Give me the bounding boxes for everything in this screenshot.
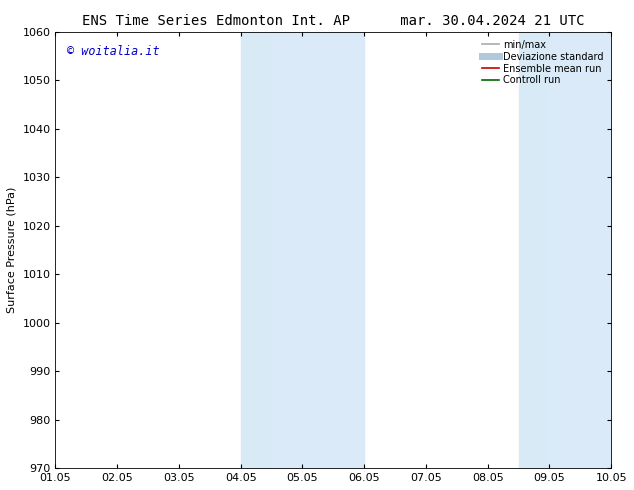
Bar xyxy=(519,32,550,468)
Text: © woitalia.it: © woitalia.it xyxy=(67,45,159,58)
Y-axis label: Surface Pressure (hPa): Surface Pressure (hPa) xyxy=(7,187,17,313)
Bar xyxy=(271,32,365,468)
Legend: min/max, Deviazione standard, Ensemble mean run, Controll run: min/max, Deviazione standard, Ensemble m… xyxy=(479,37,606,88)
Bar xyxy=(550,32,611,468)
Title: ENS Time Series Edmonton Int. AP      mar. 30.04.2024 21 UTC: ENS Time Series Edmonton Int. AP mar. 30… xyxy=(82,14,585,28)
Bar xyxy=(241,32,271,468)
